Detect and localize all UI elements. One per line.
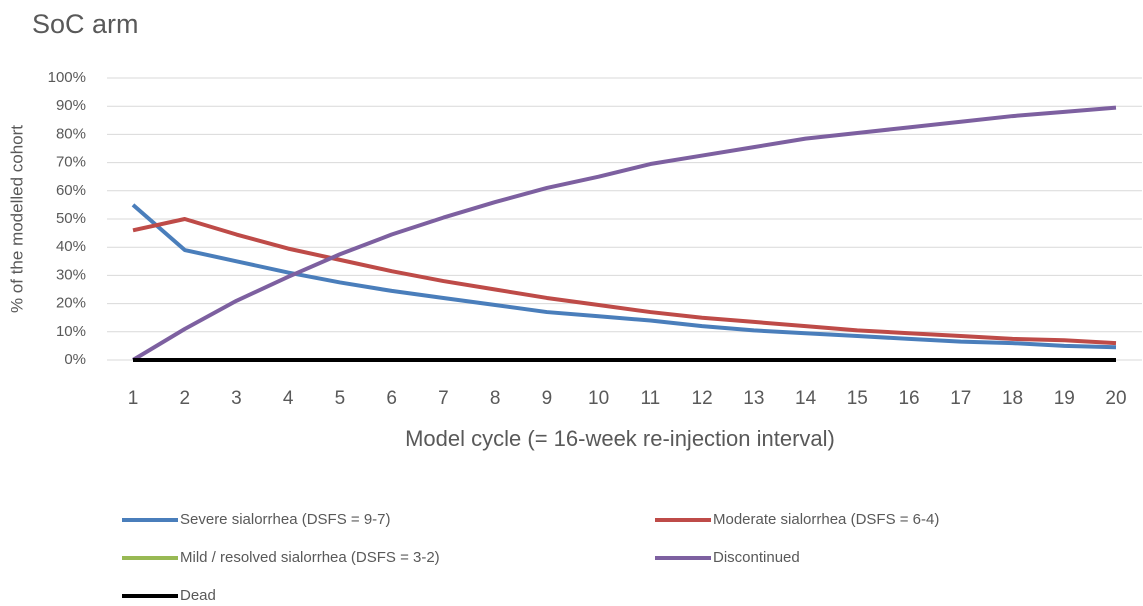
- x-tick-label: 13: [743, 388, 764, 409]
- y-tick-label: 100%: [48, 69, 86, 86]
- legend-label: Dead: [180, 587, 216, 604]
- x-tick-label: 16: [898, 388, 919, 409]
- x-tick-label: 11: [641, 388, 661, 409]
- x-tick-label: 10: [588, 388, 609, 409]
- series-line: [131, 203, 1117, 350]
- y-tick-label: 10%: [56, 323, 86, 340]
- x-tick-label: 14: [795, 388, 817, 409]
- x-tick-label: 20: [1105, 388, 1126, 409]
- x-tick-label: 4: [283, 388, 294, 409]
- x-tick-label: 12: [692, 388, 713, 409]
- x-tick-label: 19: [1054, 388, 1075, 409]
- x-tick-label: 6: [386, 388, 397, 409]
- x-tick-label: 9: [542, 388, 553, 409]
- y-tick-label: 30%: [56, 266, 86, 283]
- x-tick-label: 3: [231, 388, 242, 409]
- y-tick-label: 40%: [56, 238, 86, 255]
- y-tick-label: 70%: [56, 154, 86, 171]
- y-tick-label: 0%: [64, 351, 86, 368]
- legend-label: Mild / resolved sialorrhea (DSFS = 3-2): [180, 549, 440, 566]
- x-tick-label: 8: [490, 388, 501, 409]
- y-tick-label: 60%: [56, 182, 86, 199]
- x-tick-label: 17: [950, 388, 971, 409]
- y-axis-label: % of the modelled cohort: [7, 125, 26, 313]
- legend-label: Severe sialorrhea (DSFS = 9-7): [180, 511, 391, 528]
- x-axis-label: Model cycle (= 16-week re-injection inte…: [405, 426, 835, 451]
- y-tick-label: 20%: [56, 295, 86, 312]
- x-tick-label: 15: [847, 388, 868, 409]
- legend-label: Moderate sialorrhea (DSFS = 6-4): [713, 511, 939, 528]
- chart-title: SoC arm: [32, 9, 139, 39]
- x-tick-label: 2: [179, 388, 190, 409]
- x-tick-label: 7: [438, 388, 449, 409]
- x-tick-label: 18: [1002, 388, 1023, 409]
- y-tick-label: 50%: [56, 210, 86, 227]
- series-line: [131, 105, 1117, 362]
- y-tick-label: 90%: [56, 97, 86, 114]
- y-tick-label: 80%: [56, 125, 86, 142]
- series-line: [132, 217, 1117, 346]
- x-tick-label: 1: [128, 388, 139, 409]
- legend-label: Discontinued: [713, 549, 800, 566]
- x-tick-label: 5: [335, 388, 346, 409]
